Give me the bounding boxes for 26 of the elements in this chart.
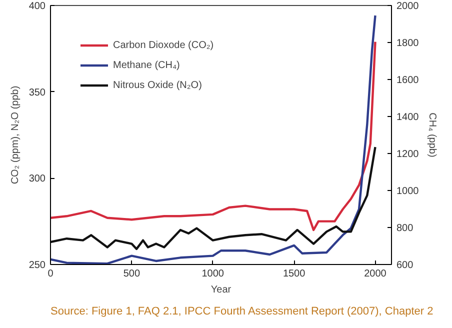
x-tick-label: 0 — [48, 268, 54, 280]
x-tick-label: 2000 — [364, 268, 387, 280]
y-axis-title: CO₂ (ppm), N₂O (ppb) — [10, 86, 21, 184]
x-tick-label: 500 — [123, 268, 140, 280]
x-tick-label: 1500 — [282, 268, 306, 280]
y2-tick-label: 1200 — [396, 149, 420, 160]
x-axis-title: Year — [210, 284, 232, 296]
y2-axis-title: CH₄ (ppb) — [426, 112, 438, 158]
legend-label: Carbon Dioxode (CO₂) — [113, 40, 214, 50]
line-series — [50, 146, 376, 250]
y2-tick-label: 1000 — [396, 186, 420, 197]
y2-tick-label: 800 — [396, 223, 414, 234]
y-tick-label: 350 — [28, 87, 46, 98]
y2-tick-label: 2000 — [396, 1, 420, 12]
y2-tick-label: 1800 — [396, 38, 420, 49]
y-tick-label: 250 — [28, 260, 46, 271]
y-tick-label: 400 — [28, 1, 46, 12]
y2-tick-label: 1600 — [396, 75, 420, 86]
source-note: Source: Figure 1, FAQ 2.1, IPCC Fourth Assessment Report (2007), Chapter 2 — [50, 306, 434, 318]
legend-label: Nitrous Oxide (N₂O) — [113, 80, 202, 90]
line-series — [50, 40, 376, 232]
legend-label: Methane (CH₄) — [113, 60, 180, 70]
y2-tick-label: 600 — [396, 260, 414, 271]
y-tick-label: 300 — [28, 174, 46, 185]
y2-tick-label: 1400 — [396, 112, 420, 123]
x-tick-label: 1000 — [202, 268, 224, 280]
